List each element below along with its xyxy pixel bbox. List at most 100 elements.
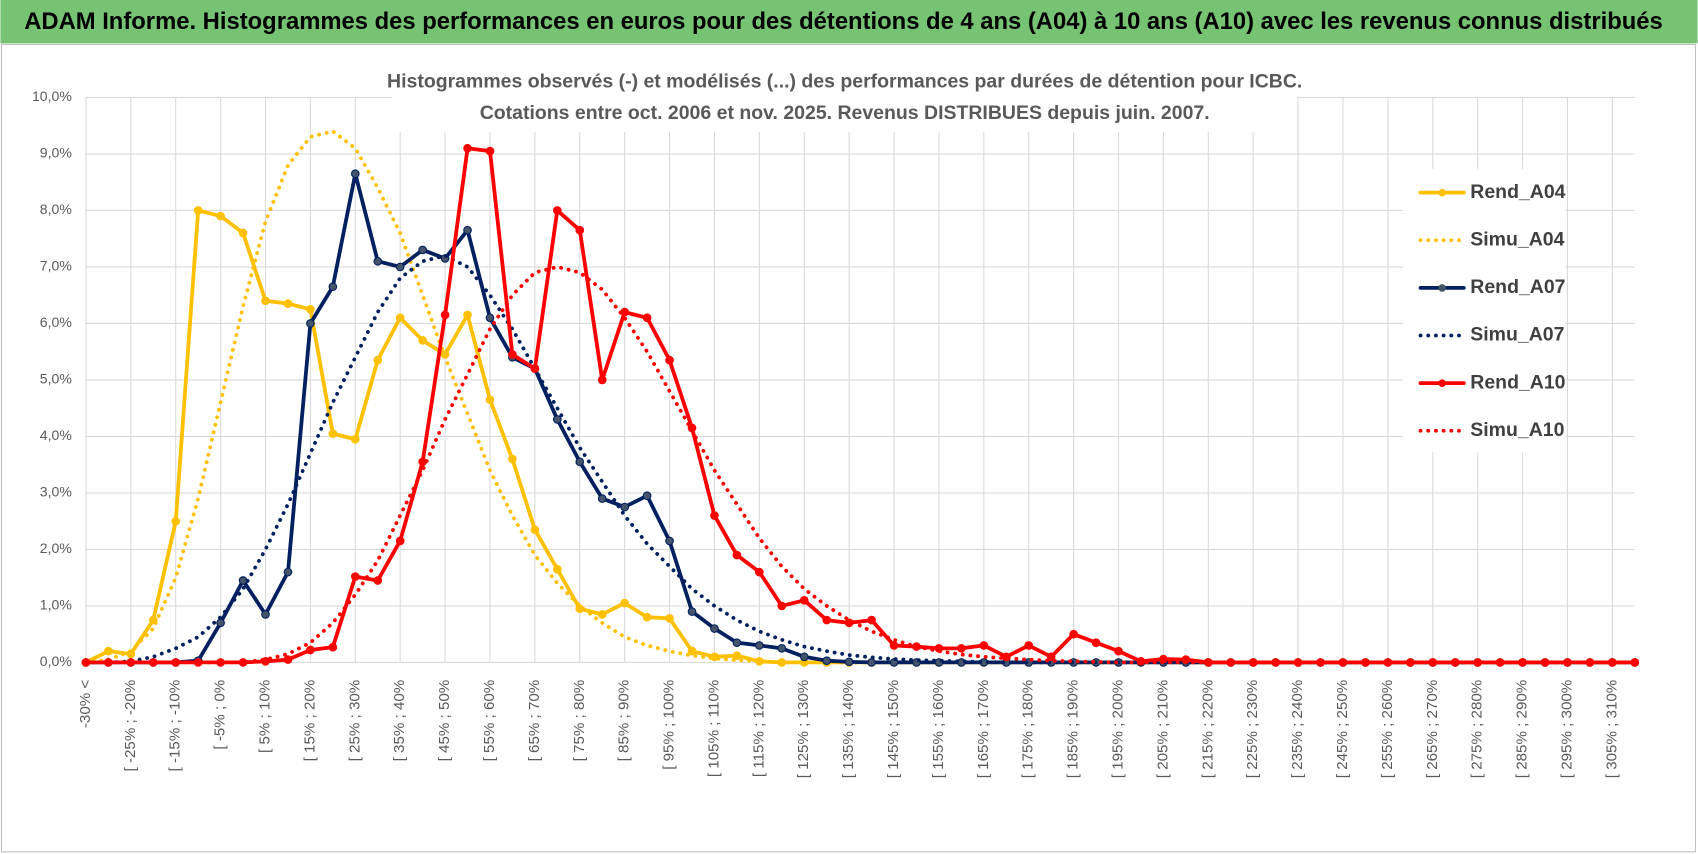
x-tick-label: [ 65% ; 70%	[526, 680, 543, 762]
chart-subtitle: Cotations entre oct. 2006 et nov. 2025. …	[480, 102, 1210, 124]
series-line	[84, 265, 1637, 665]
point	[665, 614, 674, 623]
legend-label: Simu_A10	[1470, 419, 1564, 441]
point	[755, 641, 764, 650]
x-tick-label: [ 295% ; 300%	[1558, 680, 1575, 778]
point	[575, 225, 585, 235]
y-tick-label: 8,0%	[40, 201, 72, 217]
point	[575, 457, 585, 467]
x-tick-label: [ 145% ; 150%	[885, 680, 902, 778]
point	[395, 313, 405, 323]
chart-frame	[0, 43, 1696, 853]
point	[306, 304, 315, 314]
point	[642, 491, 652, 501]
x-tick-label: [ 285% ; 290%	[1514, 680, 1531, 778]
x-tick-label: [ 35% ; 40%	[391, 680, 408, 762]
y-tick-label: 9,0%	[40, 145, 72, 161]
legend-label: Rend_A04	[1470, 181, 1565, 203]
header-title: ADAM Informe. Histogrammes des performan…	[24, 8, 1663, 35]
x-tick-label: [ 235% ; 240%	[1289, 680, 1306, 778]
point	[283, 567, 293, 577]
x-tick-label: [ 175% ; 180%	[1020, 680, 1037, 778]
point	[350, 434, 360, 444]
point	[104, 646, 113, 656]
point	[867, 615, 876, 625]
legend-box	[1403, 168, 1566, 453]
header-bar	[0, 0, 1698, 44]
legend-marker	[1438, 188, 1446, 197]
point	[485, 313, 495, 323]
y-tick-label: 7,0%	[40, 258, 72, 274]
point	[350, 572, 360, 581]
point	[777, 643, 787, 653]
legend: Rend_A04 Simu_A04 Rend_A07 Simu_A07 Rend_A10…	[1403, 168, 1566, 453]
point	[979, 641, 989, 650]
point	[755, 567, 764, 577]
legend-marker	[1438, 379, 1446, 387]
point	[328, 429, 338, 438]
point	[328, 642, 338, 652]
legend-label: Simu_A07	[1470, 324, 1564, 346]
point	[552, 206, 562, 215]
x-tick-label: [ 25% ; 30%	[346, 680, 363, 762]
point	[665, 355, 674, 365]
x-tick-label: [ -25% ; -20%	[122, 680, 139, 772]
point	[418, 336, 427, 345]
point	[193, 206, 203, 215]
x-tick-label: [ 155% ; 160%	[930, 680, 947, 778]
point	[844, 657, 854, 667]
point	[216, 211, 225, 221]
legend-marker	[1438, 284, 1446, 292]
point	[463, 310, 472, 320]
y-tick-label: 5,0%	[40, 371, 72, 387]
point	[530, 364, 540, 373]
point	[687, 607, 697, 616]
point	[642, 612, 652, 622]
point	[306, 319, 315, 328]
point	[508, 454, 517, 464]
point	[799, 652, 809, 662]
point	[350, 169, 360, 179]
point	[1046, 652, 1056, 662]
point	[283, 655, 293, 664]
x-tick-label: [ 265% ; 270%	[1424, 680, 1441, 778]
point	[889, 641, 899, 650]
point	[1069, 629, 1078, 639]
x-tick-label: [ 135% ; 140%	[840, 680, 857, 778]
point	[1024, 641, 1034, 650]
point	[440, 310, 450, 320]
x-tick-label: [ 215% ; 220%	[1199, 680, 1216, 778]
point	[552, 415, 562, 424]
point	[620, 502, 629, 512]
point	[328, 282, 338, 292]
x-tick-label: [ 185% ; 190%	[1065, 680, 1082, 778]
point	[710, 511, 719, 520]
point	[171, 516, 181, 526]
series-line	[84, 253, 1637, 665]
y-tick-label: 0,0%	[40, 653, 72, 669]
point	[283, 299, 293, 308]
chart-title: Histogrammes observés (-) et modélisés (…	[387, 70, 1302, 92]
point	[373, 355, 383, 365]
x-tick-label: [ 225% ; 230%	[1244, 680, 1261, 778]
point	[306, 645, 315, 655]
point	[238, 228, 248, 238]
point	[395, 536, 405, 546]
point	[799, 595, 809, 605]
point	[687, 646, 697, 656]
x-tick-label: [ -15% ; -10%	[167, 680, 184, 772]
point	[552, 564, 562, 574]
point	[373, 576, 383, 585]
x-tick-label: [ 15% ; 20%	[301, 680, 318, 762]
point	[597, 494, 607, 503]
point	[463, 225, 472, 235]
point	[597, 375, 607, 385]
point	[463, 143, 472, 153]
point	[485, 146, 495, 156]
x-tick-label: [ 115% ; 120%	[750, 680, 767, 777]
x-tick-label: [ 75% ; 80%	[571, 680, 588, 762]
point	[1091, 638, 1101, 647]
x-tick-label: [ 85% ; 90%	[616, 680, 633, 762]
point	[732, 638, 742, 647]
